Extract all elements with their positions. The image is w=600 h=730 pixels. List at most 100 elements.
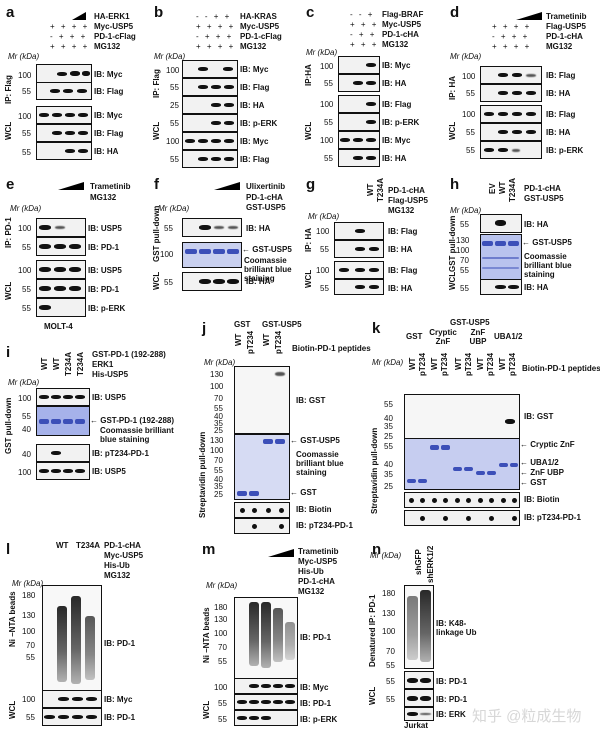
mw-tick: 70 bbox=[214, 456, 223, 465]
sign-row: - + + bbox=[350, 30, 377, 39]
blot-strip bbox=[182, 96, 238, 114]
ip-label: IP: HA bbox=[448, 76, 457, 100]
header-label: Trametinib bbox=[298, 547, 339, 556]
col-label: T234A bbox=[508, 177, 517, 202]
blot-strip bbox=[480, 141, 542, 159]
header-label: Trametinib bbox=[546, 12, 587, 21]
arrow-label: GST bbox=[300, 488, 317, 497]
group-label: GST bbox=[406, 332, 423, 341]
mw-tick: 70 bbox=[214, 394, 223, 403]
arrow-label: Cryptic ZnF bbox=[530, 440, 575, 449]
mw-tick: 100 bbox=[18, 468, 32, 477]
mw-tick: 100 bbox=[382, 627, 396, 636]
header-label: MG132 bbox=[546, 42, 573, 51]
ib-label: IB: USP5 bbox=[88, 224, 122, 233]
panel-g: g WT T234A PD-1-cHA Flag-USP5 MG132 Mr (… bbox=[302, 172, 444, 295]
ip-label: Denatured IP: PD-1 bbox=[368, 594, 377, 667]
mw-tick: 100 bbox=[210, 382, 224, 391]
mw-tick: 25 bbox=[384, 482, 393, 491]
sign-row: - + + + bbox=[492, 32, 530, 41]
panel-h: h EV WT T234A PD-1-cHA GST-USP5 Mr (kDa)… bbox=[448, 172, 600, 295]
mw-tick: 130 bbox=[214, 615, 228, 624]
sign-row: + + + + bbox=[50, 42, 90, 51]
blot-strip bbox=[334, 222, 384, 240]
mw-tick: 55 bbox=[214, 466, 223, 475]
mw-tick: 55 bbox=[22, 243, 31, 252]
mw-tick: 25 bbox=[170, 101, 179, 110]
header-label: MG132 bbox=[298, 587, 325, 596]
sign-row: + + + bbox=[350, 20, 379, 29]
ib-label: IB: Flag bbox=[240, 155, 270, 164]
cell-line-label: MOLT-4 bbox=[44, 322, 73, 331]
panel-i: i WT WT T234A T234A GST-PD-1 (192-288) E… bbox=[0, 342, 200, 502]
ib-label: IB: GST bbox=[296, 396, 326, 405]
col-label: WT bbox=[430, 357, 439, 370]
sign-row: + + + + bbox=[196, 22, 236, 31]
mr-label: Mr (kDa) bbox=[12, 579, 44, 588]
wcl-label: WCL bbox=[202, 700, 211, 719]
col-label: WT bbox=[234, 333, 243, 346]
mw-tick: 100 bbox=[320, 62, 334, 71]
mw-tick: 55 bbox=[22, 148, 31, 157]
gst-usp5-arrow: ← GST-USP5 bbox=[290, 436, 340, 445]
group-label: ZnF UBP bbox=[469, 328, 487, 346]
panel-l: l WT T234A PD-1-cHA Myc-USP5 His-Ub MG13… bbox=[0, 535, 200, 729]
col-label: WT bbox=[52, 357, 61, 370]
mw-tick: 180 bbox=[214, 603, 228, 612]
panel-d: d Trametinib Flag-USP5 PD-1-cHA MG132 + … bbox=[448, 0, 600, 170]
pulldown-label: Streptavidin pull-down bbox=[198, 431, 207, 518]
mw-tick: 180 bbox=[382, 589, 396, 598]
mw-tick: 100 bbox=[462, 110, 476, 119]
header-label: Flag-USP5 bbox=[388, 196, 429, 205]
sign-row: - - + bbox=[350, 10, 375, 19]
header-label: PD-1-cHA bbox=[546, 32, 583, 41]
col-label: WT bbox=[476, 357, 485, 370]
header-label: Myc-USP5 bbox=[298, 557, 338, 566]
wcl-label: WCL bbox=[4, 121, 13, 140]
mw-tick: 55 bbox=[466, 128, 475, 137]
mw-tick: 55 bbox=[320, 284, 329, 293]
sign-row: - + + + bbox=[196, 32, 234, 41]
ib-label: IB: PD-1 bbox=[436, 695, 468, 704]
blot-strip bbox=[36, 279, 86, 298]
ib-label: IB: HA bbox=[246, 224, 271, 233]
group-label: T234A bbox=[76, 541, 101, 550]
group-label: GST-USP5 bbox=[262, 320, 302, 329]
mw-tick: 55 bbox=[22, 129, 31, 138]
ib-label: IB: Flag bbox=[94, 129, 124, 138]
panel-letter: e bbox=[6, 176, 15, 193]
ib-label: IB: PD-1 bbox=[300, 633, 332, 642]
blot-strip bbox=[36, 218, 86, 237]
ib-label: IB: p-ERK bbox=[382, 118, 420, 127]
mw-tick: 55 bbox=[466, 89, 475, 98]
sign-row: - + + + bbox=[50, 32, 88, 41]
header-label: PD-1-cHA bbox=[388, 186, 425, 195]
group-label: UBA1/2 bbox=[494, 332, 523, 341]
ib-label: IB: PD-1 bbox=[88, 285, 120, 294]
ib-label: IB: pT234-PD-1 bbox=[296, 521, 353, 530]
panel-letter: i bbox=[6, 344, 11, 361]
mw-tick: 55 bbox=[170, 83, 179, 92]
panel-letter: f bbox=[154, 176, 159, 193]
col-label: pT234 bbox=[418, 352, 427, 376]
blot-strip bbox=[36, 82, 92, 100]
cryptic-znf-arrow: ← Cryptic ZnF bbox=[520, 440, 575, 449]
mw-tick: 130 bbox=[456, 236, 470, 245]
ib-label: IB: Myc bbox=[240, 65, 269, 74]
panel-letter: g bbox=[306, 176, 316, 193]
ib-label: IB: PD-1 bbox=[436, 677, 468, 686]
header-label: Flag-USP5 bbox=[546, 22, 587, 31]
mw-tick: 55 bbox=[460, 220, 469, 229]
wcl-label: WCL bbox=[304, 121, 313, 140]
wcl-label: WCL bbox=[448, 271, 457, 290]
blot-strip bbox=[36, 142, 92, 160]
ib-label: IB: HA bbox=[246, 277, 271, 286]
panel-letter: k bbox=[372, 320, 381, 337]
blot-strip bbox=[334, 240, 384, 258]
mw-tick: 35 bbox=[384, 422, 393, 431]
mw-tick: 100 bbox=[18, 266, 32, 275]
arrow-label: GST bbox=[530, 478, 547, 487]
pulldown-label: Ni –NTA beads bbox=[202, 607, 211, 663]
ib-label: IB: USP5 bbox=[88, 266, 122, 275]
blot-strip bbox=[182, 78, 238, 96]
